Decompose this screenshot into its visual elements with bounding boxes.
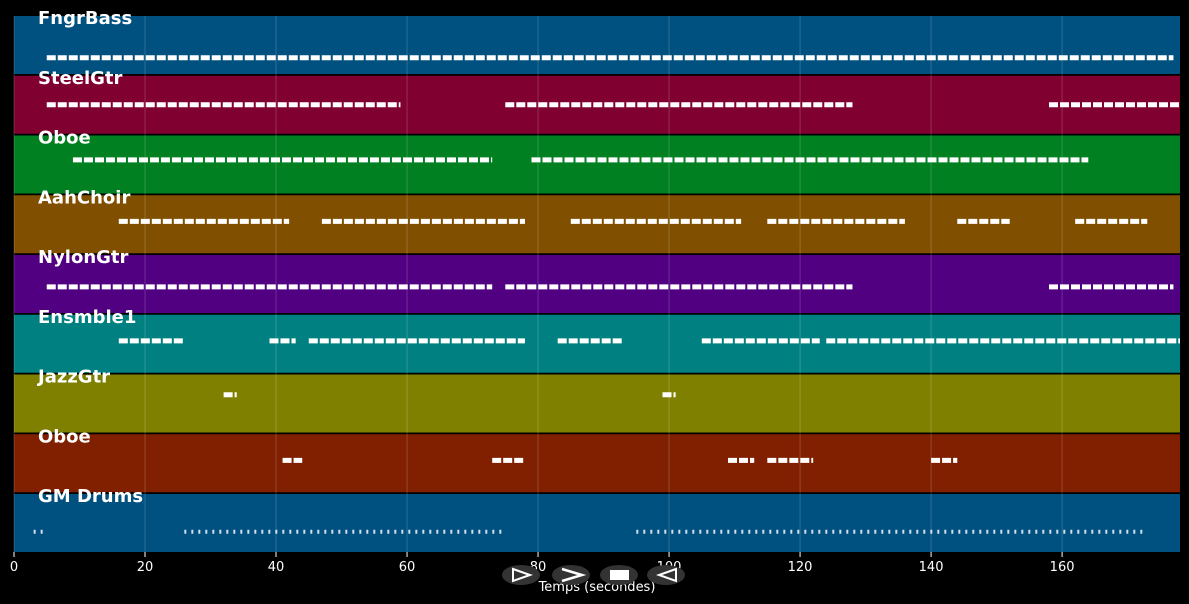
track-lane: [14, 374, 1180, 433]
x-tick-label: 0: [10, 560, 18, 575]
x-tick-label: 60: [399, 560, 416, 575]
x-tick-label: 160: [1050, 560, 1075, 575]
track-label: AahChoir: [38, 187, 130, 208]
track-lane: [14, 135, 1180, 194]
play-button[interactable]: [502, 565, 540, 585]
playback-controls: [502, 565, 685, 585]
track-label: JazzGtr: [36, 367, 110, 388]
x-tick-label: 40: [268, 560, 285, 575]
track-label: GM Drums: [38, 486, 143, 507]
x-axis-label: Temps (secondes): [538, 580, 656, 595]
stop-button[interactable]: [600, 565, 638, 585]
track-lane: [14, 255, 1180, 313]
track-label: NylonGtr: [38, 247, 129, 268]
rewind-button[interactable]: [647, 565, 685, 585]
track-label: Ensmble1: [38, 307, 136, 328]
track-lane: [14, 434, 1180, 493]
x-tick-label: 140: [919, 560, 944, 575]
track-lane: [14, 16, 1180, 74]
track-label: Oboe: [38, 128, 91, 149]
track-label: Oboe: [38, 426, 91, 447]
track-lane: [14, 195, 1180, 254]
x-tick-label: 120: [788, 560, 813, 575]
track-label: FngrBass: [38, 8, 132, 29]
forward-button[interactable]: [552, 565, 590, 585]
track-lane: [14, 494, 1180, 552]
track-lane: [14, 314, 1180, 373]
x-tick-label: 20: [137, 560, 154, 575]
track-label: SteelGtr: [38, 68, 123, 89]
